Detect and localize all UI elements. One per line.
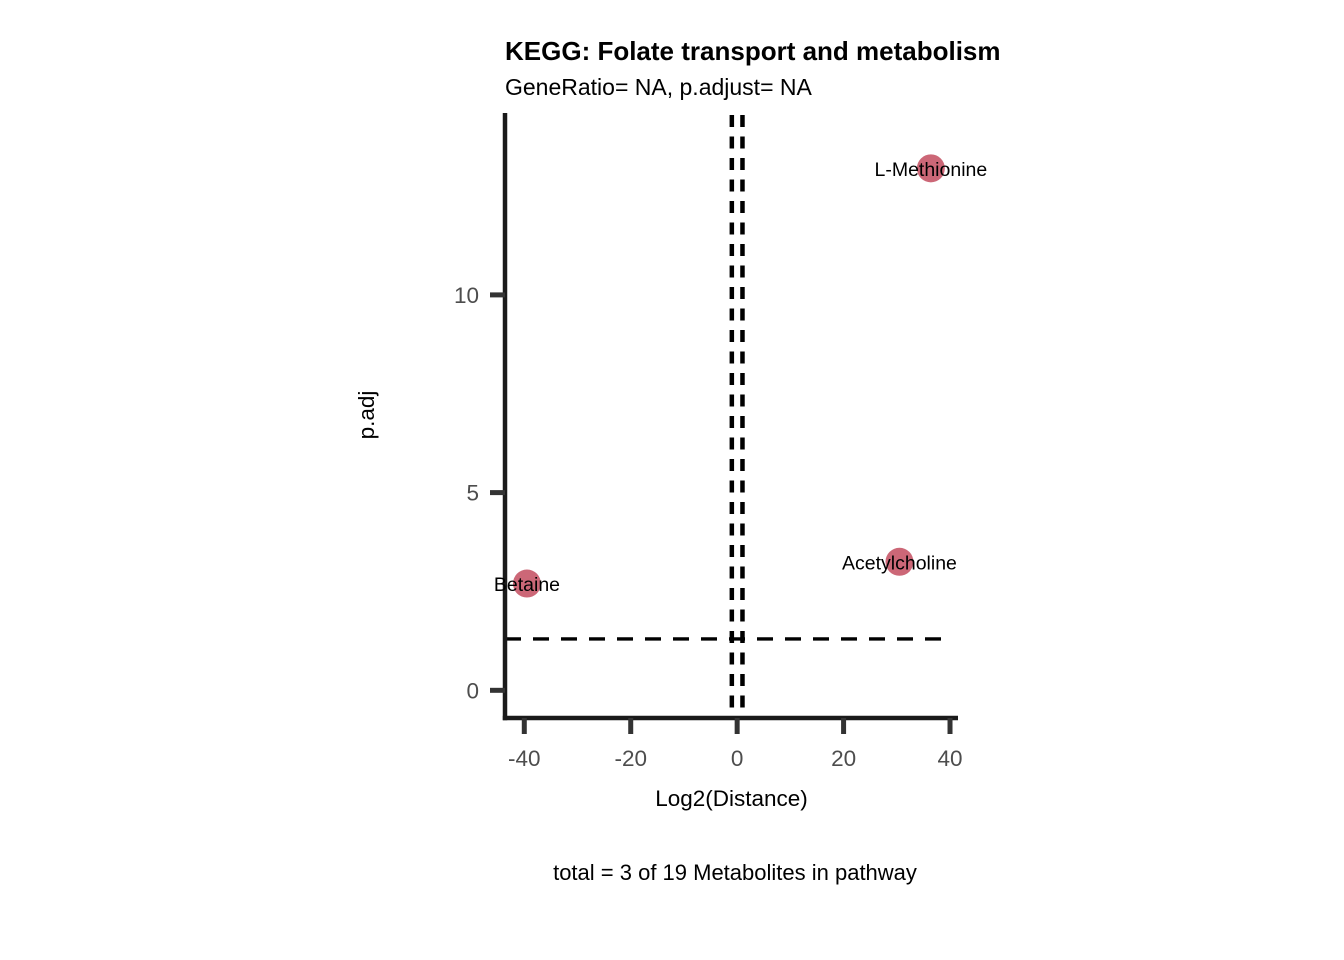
data-point-label: L-Methionine <box>874 159 987 181</box>
x-axis-title: Log2(Distance) <box>655 786 808 811</box>
y-axis-title: p.adj <box>354 390 379 440</box>
data-point-label: Betaine <box>494 574 560 596</box>
data-point <box>885 547 914 576</box>
x-tick-label: 0 <box>731 746 744 771</box>
data-point-label: Acetylcholine <box>842 552 957 574</box>
y-tick-label: 0 <box>466 678 479 703</box>
chart-caption: total = 3 of 19 Metabolites in pathway <box>553 860 917 885</box>
x-tick-label: -40 <box>508 746 541 771</box>
y-tick-label: 10 <box>454 283 479 308</box>
x-tick-label: -20 <box>614 746 647 771</box>
chart-title: KEGG: Folate transport and metabolism <box>505 36 1001 66</box>
x-tick-label: 20 <box>831 746 856 771</box>
data-point <box>512 569 541 598</box>
x-tick-label: 40 <box>938 746 963 771</box>
chart-subtitle: GeneRatio= NA, p.adjust= NA <box>505 74 812 100</box>
data-point <box>916 154 945 183</box>
y-tick-label: 5 <box>466 481 479 506</box>
